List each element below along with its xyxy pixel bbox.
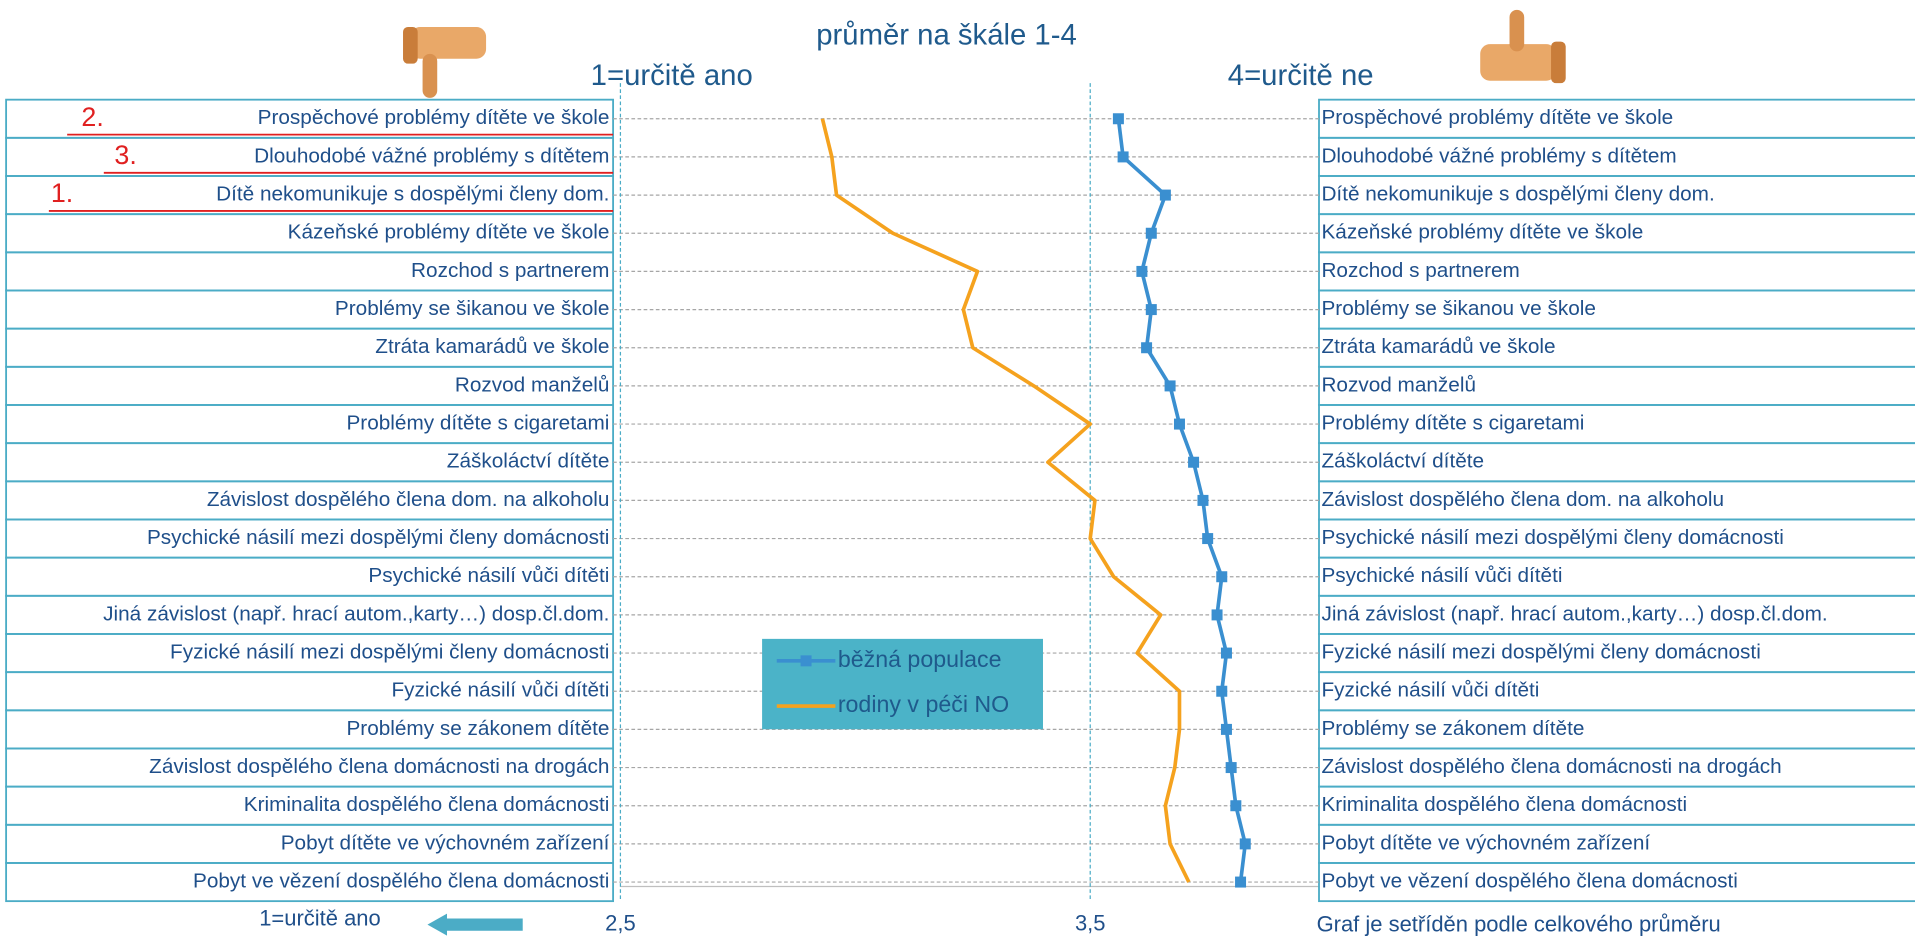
y-tick-label: Psychické násilí mezi dospělými členy do… [147, 526, 609, 549]
y-tick-label-right: Jiná závislost (např. hrací autom.,karty… [1321, 602, 1827, 625]
y-tick-label-right: Prospěchové problémy dítěte ve škole [1321, 106, 1673, 129]
series-marker [1188, 456, 1200, 468]
y-tick-label: Kriminalita dospělého člena domácnosti [244, 793, 610, 816]
y-tick-label-right: Problémy se šikanou ve škole [1321, 297, 1595, 320]
series-marker [1239, 838, 1251, 850]
right-scale-label: 4=určitě ne [1228, 59, 1374, 92]
y-tick-label: Závislost dospělého člena domácnosti na … [149, 755, 609, 778]
series-marker [1230, 800, 1242, 812]
y-tick-label: Dlouhodobé vážné problémy s dítětem [254, 144, 609, 167]
y-tick-label: Pobyt dítěte ve výchovném zařízení [281, 831, 610, 854]
y-tick-label-right: Rozchod s partnerem [1321, 259, 1519, 282]
series-marker [1159, 189, 1171, 201]
series-marker [1141, 342, 1153, 354]
y-tick-label: Rozvod manželů [455, 373, 610, 396]
y-tick-label-right: Kriminalita dospělého člena domácnosti [1321, 793, 1687, 816]
y-tick-label-right: Záškoláctví dítěte [1321, 450, 1484, 473]
legend-label: rodiny v péči NO [838, 691, 1009, 717]
y-tick-label-right: Kázeňské problémy dítěte ve škole [1321, 221, 1643, 244]
y-tick-label: Psychické násilí vůči dítěti [368, 564, 609, 587]
y-tick-label: Rozchod s partnerem [411, 259, 609, 282]
series-marker [1145, 304, 1157, 316]
y-tick-label: Problémy se šikanou ve škole [335, 297, 609, 320]
series-line [820, 118, 1191, 883]
chart-title: průměr na škále 1-4 [816, 19, 1077, 52]
y-tick-label: Ztráta kamarádů ve škole [375, 335, 609, 358]
y-tick-label-right: Závislost dospělého člena domácnosti na … [1321, 755, 1781, 778]
y-tick-label-right: Pobyt ve vězení dospělého člena domácnos… [1321, 870, 1737, 893]
y-tick-label: Dítě nekomunikuje s dospělými členy dom. [216, 183, 609, 206]
series-marker [1220, 723, 1232, 735]
y-tick-label-right: Dlouhodobé vážné problémy s dítětem [1321, 144, 1676, 167]
series-marker [1117, 151, 1129, 163]
legend-marker [800, 655, 812, 667]
left-scale-label: 1=určitě ano [591, 59, 753, 92]
y-tick-label-right: Fyzické násilí vůči dítěti [1321, 679, 1539, 702]
series-marker [1112, 113, 1124, 125]
series-marker [1136, 265, 1148, 277]
x-tick-label: 3,5 [1075, 910, 1106, 935]
y-tick-label-right: Rozvod manželů [1321, 373, 1476, 396]
x-tick-label: 2,5 [605, 910, 636, 935]
y-tick-label: Kázeňské problémy dítěte ve škole [288, 221, 610, 244]
thumb-up-icon [1480, 9, 1566, 84]
legend-label: běžná populace [838, 646, 1002, 672]
series-marker [1216, 571, 1228, 583]
series-marker [1164, 380, 1176, 392]
series-marker [1145, 227, 1157, 239]
y-tick-label: Závislost dospělého člena dom. na alkoho… [207, 488, 610, 511]
y-tick-label: Fyzické násilí vůči dítěti [391, 679, 609, 702]
y-tick-label-right: Problémy dítěte s cigaretami [1321, 412, 1584, 435]
y-tick-label-right: Problémy se zákonem dítěte [1321, 717, 1584, 740]
sort-note: Graf je setříděn podle celkového průměru [1317, 912, 1721, 937]
arrow-left [427, 913, 523, 936]
y-tick-label: Jiná závislost (např. hrací autom.,karty… [103, 602, 609, 625]
thumb-down-icon [403, 26, 487, 98]
series-marker [1197, 494, 1209, 506]
y-tick-label: Záškoláctví dítěte [447, 450, 610, 473]
y-tick-label-right: Psychické násilí vůči dítěti [1321, 564, 1562, 587]
series-marker [1173, 418, 1185, 430]
y-tick-label: Prospěchové problémy dítěte ve škole [258, 106, 610, 129]
series-marker [1220, 647, 1232, 659]
series-marker [1225, 762, 1237, 774]
rank-label: 1. [51, 178, 73, 208]
rank-label: 2. [81, 102, 103, 132]
series-marker [1202, 533, 1214, 545]
y-tick-label: Problémy se zákonem dítěte [346, 717, 609, 740]
y-tick-label-right: Psychické násilí mezi dospělými členy do… [1321, 526, 1783, 549]
y-tick-label-right: Fyzické násilí mezi dospělými členy domá… [1321, 641, 1760, 664]
series-marker [1211, 609, 1223, 621]
y-tick-label: Problémy dítěte s cigaretami [346, 412, 609, 435]
y-tick-label-right: Závislost dospělého člena dom. na alkoho… [1321, 488, 1724, 511]
legend-box [762, 638, 1043, 730]
y-tick-label: Pobyt ve vězení dospělého člena domácnos… [193, 870, 609, 893]
y-tick-label: Fyzické násilí mezi dospělými členy domá… [170, 641, 609, 664]
rank-label: 3. [114, 140, 136, 170]
y-tick-label-right: Pobyt dítěte ve výchovném zařízení [1321, 831, 1650, 854]
y-tick-label-right: Ztráta kamarádů ve škole [1321, 335, 1555, 358]
series-marker [1235, 876, 1247, 888]
series-marker [1216, 685, 1228, 697]
bottom-left-label: 1=určitě ano [259, 906, 381, 931]
y-tick-label-right: Dítě nekomunikuje s dospělými členy dom. [1321, 183, 1714, 206]
